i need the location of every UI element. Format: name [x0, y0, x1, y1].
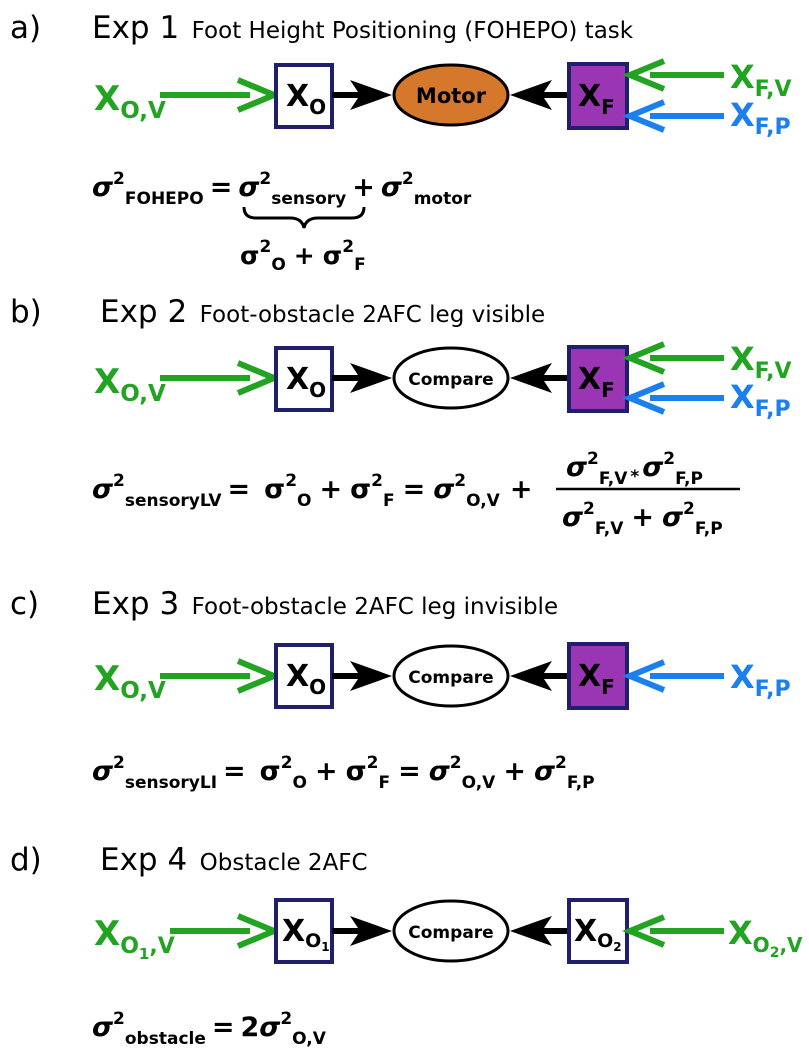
panel-b-input-foot-proprio: XF,P [730, 378, 791, 422]
panel-c-equation: σ2sensoryLI = σ2O + σ2F = σ2O,V + σ2F,P [92, 753, 595, 793]
panel-d-obstacle-1-box-label: XO1 [282, 914, 330, 954]
panel-d-compare-label: Compare [408, 923, 493, 943]
panel-b-compare-node [392, 346, 510, 410]
panel-a-motor-node [392, 63, 510, 127]
panel-a-foot-box [567, 62, 629, 130]
panel-b-arrow-foot-proprio [622, 381, 724, 415]
panel-b-arrow-to-node-right [510, 363, 567, 393]
panel-c: c) Exp 3 Foot-obstacle 2AFC leg invisibl… [10, 586, 791, 793]
panel-b-compare-label: Compare [408, 370, 493, 390]
panel-b-fraction-numerator: σ2F,V * σ2F,P [566, 449, 703, 489]
panel-b-fraction-denominator: σ2F,V + σ2F,P [562, 499, 723, 539]
panel-d-input-obstacle-1: XO1,V [94, 914, 175, 963]
panel-b-equation: σ2sensoryLV = σ2O + σ2F = σ2O,V + [92, 471, 532, 511]
panel-d-arrow-obstacle-1 [170, 913, 282, 949]
panel-d-label: d) [10, 842, 42, 878]
panel-a-arrow-to-node-right [510, 80, 567, 110]
panel-b-foot-box [567, 345, 629, 413]
panel-b-arrow-to-node-left [332, 363, 392, 393]
panel-b-title: Exp 2 Foot-obstacle 2AFC leg visible [100, 294, 545, 330]
panel-a-input-obstacle: XO,V [94, 79, 166, 124]
panel-a-name: Foot Height Positioning (FOHEPO) task [192, 18, 634, 44]
panel-d-input-obstacle-2: XO2,V [728, 914, 803, 961]
panel-a-equation: σ2FOHEPO = σ2sensory + σ2motor [92, 169, 472, 209]
panel-c-input-foot-proprio: XF,P [730, 658, 791, 702]
panel-c-arrow-to-node-right [510, 661, 567, 691]
panel-d-arrow-to-node-right [510, 916, 567, 946]
panel-b-obstacle-box [274, 346, 334, 412]
panel-c-compare-node [392, 644, 510, 708]
panel-d-compare-node [392, 899, 510, 963]
panel-c-foot-box-label: XF [578, 659, 615, 699]
panel-a-label: a) [10, 10, 41, 46]
panel-b-arrow-foot-visual [622, 341, 724, 375]
panel-d-equation: σ2obstacle = 2σ2O,V [92, 1009, 327, 1049]
panel-d-arrow-to-node-left [332, 916, 392, 946]
panel-b-arrow-obstacle [160, 360, 282, 396]
panel-b: b) Exp 2 Foot-obstacle 2AFC leg visible … [10, 294, 792, 539]
panel-d-title: Exp 4 Obstacle 2AFC [100, 842, 368, 878]
panel-a-motor-label: Motor [416, 84, 487, 108]
panel-a-brace-equation: σ2O + σ2F [240, 237, 366, 275]
panel-c-input-obstacle: XO,V [94, 659, 166, 704]
panel-b-obstacle-box-label: XO [286, 362, 326, 402]
panel-a-foot-box-label: XF [578, 79, 615, 119]
panel-b-label: b) [10, 294, 42, 330]
panel-a-obstacle-box-label: XO [286, 79, 326, 119]
panel-d-obstacle-2-box-label: XO2 [574, 914, 622, 954]
panel-a-arrow-to-node-left [332, 80, 392, 110]
panel-a-input-foot-proprio: XF,P [730, 96, 791, 140]
panel-a: a) Exp 1 Foot Height Positioning (FOHEPO… [10, 10, 792, 275]
panel-b-foot-box-label: XF [578, 362, 615, 402]
panel-c-arrow-to-node-left [332, 661, 392, 691]
panel-c-label: c) [10, 586, 39, 622]
panel-b-input-foot-visual: XF,V [730, 340, 792, 384]
panel-d-arrow-obstacle-2 [622, 914, 724, 948]
panel-b-input-obstacle: XO,V [94, 362, 166, 407]
panel-a-input-foot-visual: XF,V [730, 58, 792, 102]
panel-a-exp: Exp 1 [92, 10, 179, 46]
panel-a-arrow-foot-proprio [622, 99, 724, 133]
panel-d: d) Exp 4 Obstacle 2AFC XO1,V XO1 Compare… [10, 842, 803, 1049]
panel-a-arrow-foot-visual [622, 58, 724, 92]
panel-c-arrow-obstacle [160, 658, 282, 694]
panel-a-arrow-obstacle [160, 77, 282, 113]
panel-c-title: Exp 3 Foot-obstacle 2AFC leg invisible [92, 586, 558, 622]
panel-d-obstacle-2-box [567, 898, 629, 964]
panel-c-arrow-foot-proprio [622, 659, 724, 693]
panel-a-title: Exp 1 Foot Height Positioning (FOHEPO) t… [92, 10, 634, 46]
panel-a-brace [242, 206, 366, 229]
panel-c-compare-label: Compare [408, 668, 493, 688]
panel-c-obstacle-box-label: XO [286, 659, 326, 699]
